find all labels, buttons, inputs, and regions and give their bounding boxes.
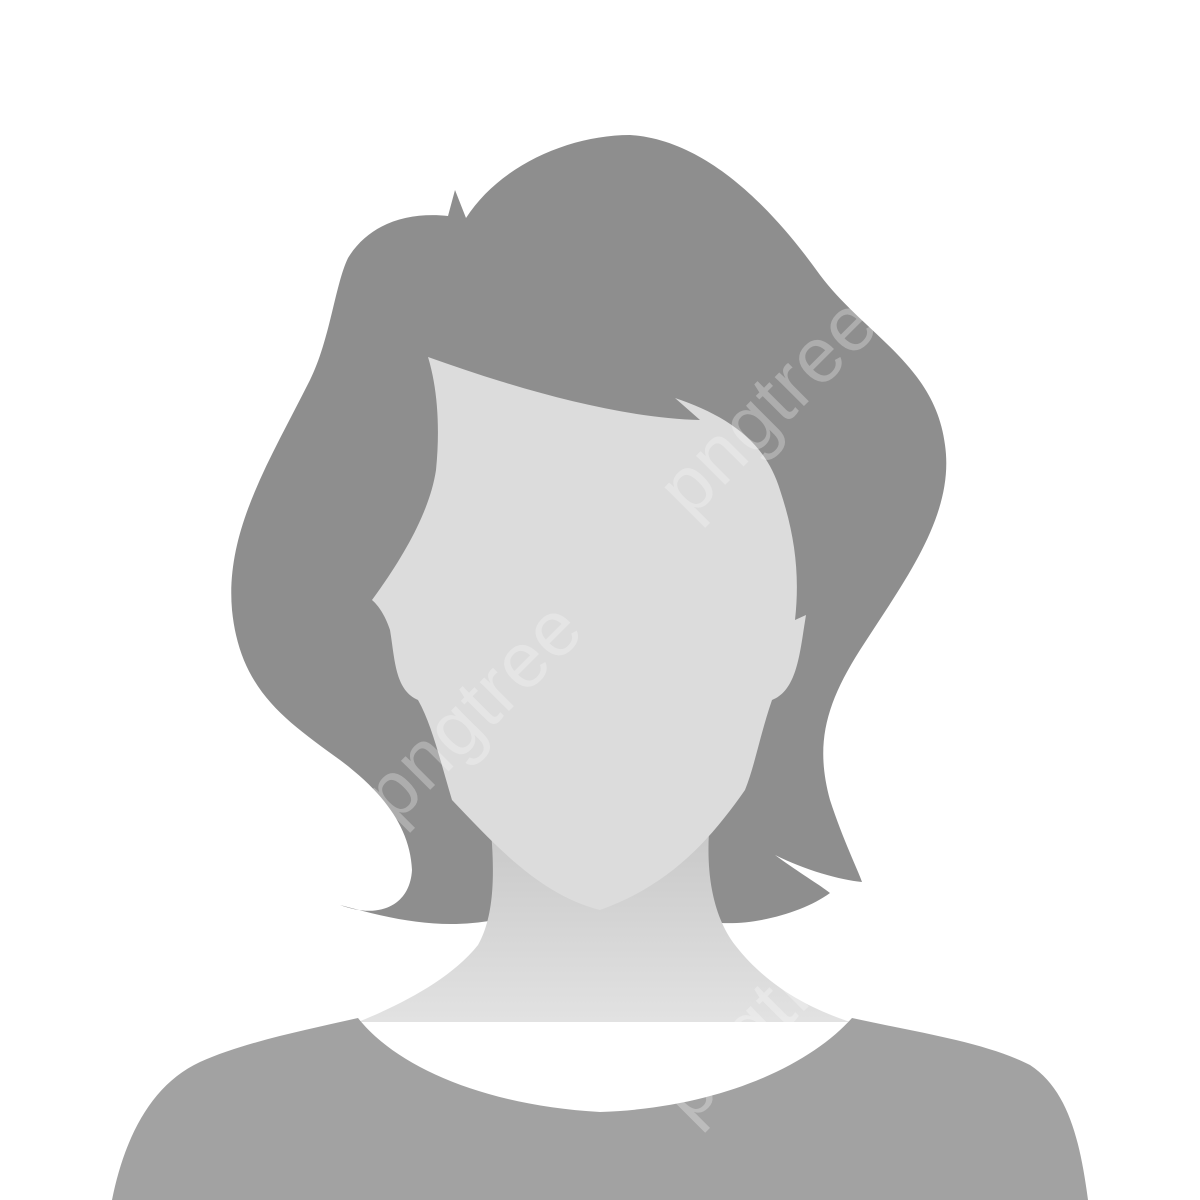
shoulders-shape [112, 1018, 1088, 1200]
neck-shape [358, 820, 850, 1022]
face-shape [372, 357, 806, 910]
